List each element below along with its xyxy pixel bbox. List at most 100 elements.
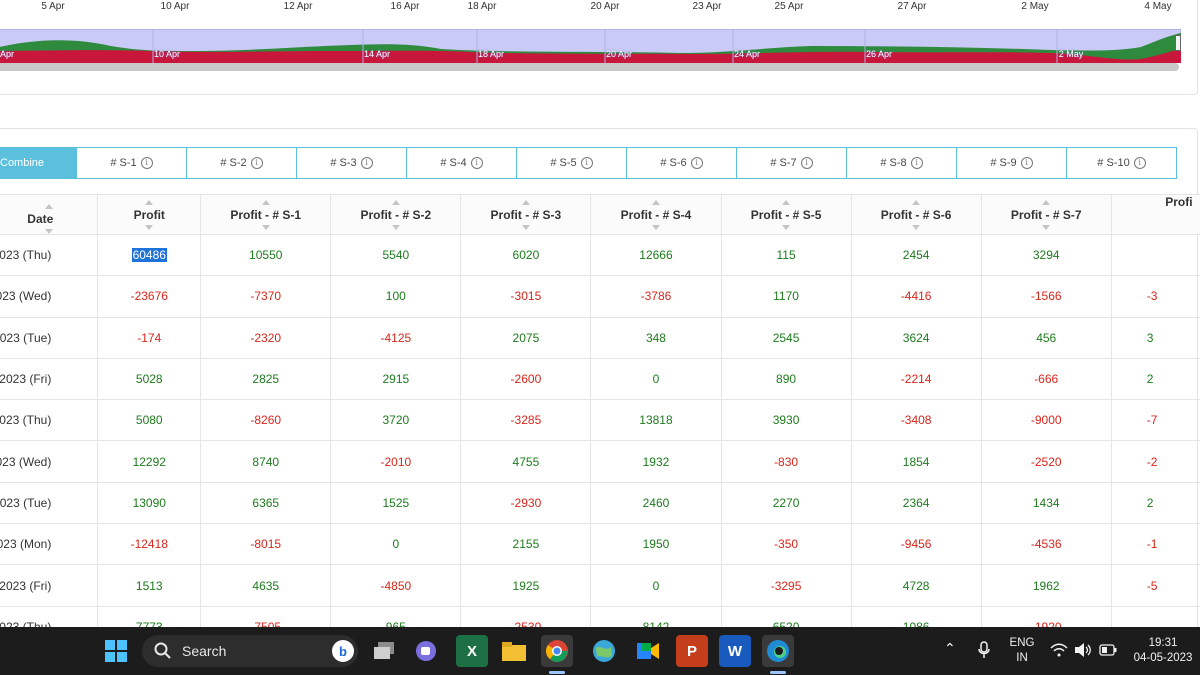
cell-value: 7 Apr 2023 (Thu) bbox=[0, 413, 52, 428]
info-icon[interactable]: i bbox=[690, 157, 703, 169]
sort-down-icon bbox=[912, 224, 921, 230]
cell-value: 2364 bbox=[902, 495, 930, 510]
cell-value: -8260 bbox=[250, 413, 282, 428]
chart-navigator[interactable] bbox=[0, 29, 1181, 63]
column-header[interactable]: Profit bbox=[98, 195, 202, 234]
meet-app-icon[interactable] bbox=[632, 635, 664, 667]
tab-label: # S-4 bbox=[440, 157, 467, 169]
column-header[interactable]: Profit - # S-5 bbox=[722, 195, 852, 234]
info-icon[interactable]: i bbox=[910, 157, 923, 169]
column-header[interactable]: Date bbox=[0, 195, 99, 234]
info-icon[interactable]: i bbox=[360, 157, 373, 169]
navigator-scrollbar[interactable] bbox=[0, 63, 1179, 71]
navigator-label: 26 Apr bbox=[865, 49, 893, 59]
tab-s-7[interactable]: # S-7 i bbox=[737, 147, 847, 179]
cell-value: 12292 bbox=[132, 454, 166, 469]
info-icon[interactable]: i bbox=[470, 157, 483, 169]
column-header[interactable]: Profit - # S-1 bbox=[201, 195, 332, 234]
input-language[interactable]: ENG IN bbox=[1006, 636, 1038, 666]
tab-s-5[interactable]: # S-5 i bbox=[517, 147, 627, 179]
column-header[interactable]: Profit - # S-7 bbox=[982, 195, 1112, 234]
task-view-icon[interactable] bbox=[368, 635, 400, 667]
info-icon[interactable]: i bbox=[250, 157, 263, 169]
tab-s-6[interactable]: # S-6 i bbox=[627, 147, 737, 179]
column-header[interactable]: Profi bbox=[1112, 195, 1200, 234]
profit-cell: 2155 bbox=[461, 524, 592, 565]
cell-value: -3295 bbox=[770, 578, 802, 593]
profit-cell: -3015 bbox=[461, 276, 592, 317]
profit-cell: 1525 bbox=[331, 482, 462, 524]
column-header[interactable]: Profit - # S-2 bbox=[331, 195, 462, 234]
maps-app-icon[interactable] bbox=[588, 635, 620, 667]
profit-cell: -2320 bbox=[201, 317, 332, 358]
profit-cell: -2214 bbox=[852, 358, 982, 400]
word-icon[interactable]: W bbox=[719, 635, 751, 667]
cell-value: 1525 bbox=[382, 495, 410, 510]
taskbar-search[interactable]: Search b bbox=[142, 635, 358, 667]
x-axis-label: 4 May bbox=[1144, 1, 1172, 12]
microphone-icon[interactable] bbox=[978, 641, 990, 664]
column-header-label: Profit - # S-7 bbox=[1010, 207, 1082, 222]
profit-cell: -8015 bbox=[201, 524, 332, 565]
tab-combine[interactable]: Combine bbox=[0, 147, 77, 179]
profit-cell: -830 bbox=[722, 441, 852, 482]
bing-icon[interactable]: b bbox=[332, 640, 354, 662]
profit-cell: 1962 bbox=[982, 565, 1112, 606]
profit-cell: 10550 bbox=[201, 235, 332, 276]
profit-cell: -2930 bbox=[461, 482, 592, 524]
column-header[interactable]: Profit - # S-6 bbox=[852, 195, 982, 234]
battery-icon[interactable] bbox=[1099, 644, 1117, 661]
profit-cell: -4536 bbox=[982, 524, 1112, 565]
cell-value: -2010 bbox=[380, 454, 412, 469]
navigator-label: 14 Apr bbox=[363, 49, 391, 59]
info-icon[interactable]: i bbox=[140, 157, 153, 169]
selected-cell-value: 60486 bbox=[131, 248, 167, 263]
edge-icon[interactable] bbox=[762, 635, 794, 667]
column-header[interactable]: Profit - # S-4 bbox=[591, 195, 722, 234]
tab-s-1[interactable]: # S-1 i bbox=[77, 147, 187, 179]
tab-s-2[interactable]: # S-2 i bbox=[187, 147, 297, 179]
date-cell: May 2023 (Thu) bbox=[0, 235, 99, 276]
profit-cell: -4850 bbox=[331, 565, 462, 606]
cell-value: -666 bbox=[1034, 372, 1059, 387]
tray-overflow-icon[interactable]: ⌃ bbox=[944, 640, 956, 656]
column-header[interactable]: Profit - # S-3 bbox=[461, 195, 592, 234]
tab-s-8[interactable]: # S-8 i bbox=[847, 147, 957, 179]
info-icon[interactable]: i bbox=[800, 157, 813, 169]
table-header-row: Date Profit Profit - # S-1 Profit - # S-2 Pr… bbox=[0, 194, 1200, 235]
profit-cell: 2915 bbox=[331, 358, 462, 400]
profit-cell: -8260 bbox=[201, 400, 332, 441]
info-icon[interactable]: i bbox=[580, 157, 593, 169]
column-header-label: Date bbox=[27, 212, 54, 226]
profit-cell: 3294 bbox=[982, 235, 1112, 276]
navigator-label: 2 May bbox=[1058, 49, 1084, 59]
cell-value: -4125 bbox=[380, 330, 412, 345]
tab-s-3[interactable]: # S-3 i bbox=[297, 147, 407, 179]
sort-up-icon bbox=[1042, 199, 1051, 205]
cell-value: -5 bbox=[1146, 578, 1158, 593]
wifi-icon[interactable] bbox=[1050, 643, 1068, 662]
x-axis-label: 27 Apr bbox=[897, 1, 927, 12]
excel-icon[interactable]: X bbox=[456, 635, 488, 667]
tab-s-4[interactable]: # S-4 i bbox=[407, 147, 517, 179]
teams-chat-icon[interactable] bbox=[410, 635, 442, 667]
profit-cell: 3 bbox=[1112, 318, 1200, 358]
chrome-icon[interactable] bbox=[541, 635, 573, 667]
volume-icon[interactable] bbox=[1074, 642, 1092, 663]
navigator-right-handle[interactable] bbox=[1175, 35, 1181, 51]
sort-down-icon bbox=[1042, 224, 1051, 230]
clock[interactable]: 19:31 04-05-2023 bbox=[1128, 636, 1198, 666]
start-button[interactable] bbox=[100, 635, 132, 667]
chrome-active-indicator bbox=[549, 671, 565, 674]
cell-value: 2825 bbox=[252, 372, 280, 387]
info-icon[interactable]: i bbox=[1020, 157, 1033, 169]
info-icon[interactable]: i bbox=[1133, 157, 1146, 169]
tab-s-10[interactable]: # S-10 i bbox=[1067, 147, 1177, 179]
tab-s-9[interactable]: # S-9 i bbox=[957, 147, 1067, 179]
powerpoint-icon[interactable]: P bbox=[676, 635, 708, 667]
file-explorer-icon[interactable] bbox=[498, 635, 530, 667]
profit-cell: 0 bbox=[591, 565, 722, 606]
cell-value: 2 bbox=[1146, 495, 1154, 510]
profit-cell: 1925 bbox=[461, 565, 592, 606]
